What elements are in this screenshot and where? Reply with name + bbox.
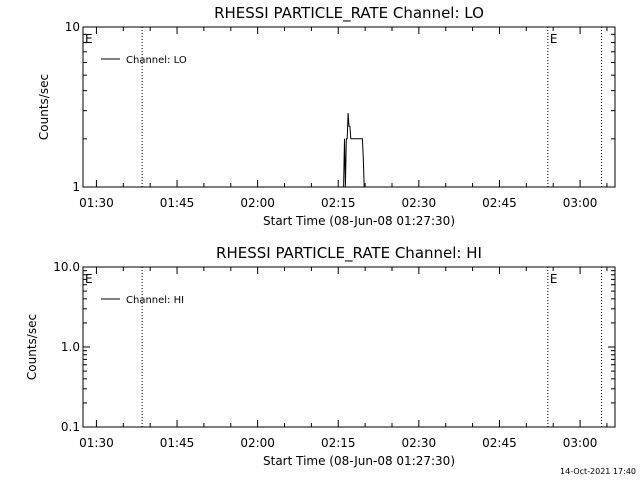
plot-frame [83,27,615,187]
legend-label: Channel: LO [126,55,187,66]
event-marker-label: E [85,32,93,46]
y-tick-label: 0.1 [61,420,80,434]
x-tick-label: 02:15 [321,436,356,450]
event-marker-label: E [85,272,93,286]
x-tick-label: 02:30 [402,196,437,210]
event-marker-label: E [550,272,558,286]
x-tick-label: 02:45 [482,196,517,210]
chart-title: RHESSI PARTICLE_RATE Channel: LO [214,4,484,23]
x-tick-label: 02:15 [321,196,356,210]
y-tick-label: 10 [65,20,80,34]
x-tick-label: 02:45 [482,436,517,450]
y-axis-title: Counts/sec [37,74,51,140]
x-tick-label: 03:00 [563,196,598,210]
x-axis-title: Start Time (08-Jun-08 01:27:30) [263,454,455,468]
legend-label: Channel: HI [126,295,184,306]
plot-frame [83,267,615,427]
x-axis-title: Start Time (08-Jun-08 01:27:30) [263,214,455,228]
series-line [344,113,365,187]
event-marker-label: E [550,32,558,46]
y-tick-label: 1 [72,180,80,194]
y-tick-label: 1.0 [61,340,80,354]
x-tick-label: 01:45 [160,436,195,450]
x-tick-label: 01:45 [160,196,195,210]
x-tick-label: 02:30 [402,436,437,450]
x-tick-label: 02:00 [240,196,275,210]
x-tick-label: 01:30 [79,436,114,450]
x-tick-label: 03:00 [563,436,598,450]
y-tick-label: 10.0 [53,260,80,274]
x-tick-label: 01:30 [79,196,114,210]
x-tick-label: 02:00 [240,436,275,450]
y-axis-title: Counts/sec [25,314,39,380]
timestamp-label: 14-Oct-2021 17:40 [560,467,636,476]
chart-title: RHESSI PARTICLE_RATE Channel: HI [216,244,482,263]
